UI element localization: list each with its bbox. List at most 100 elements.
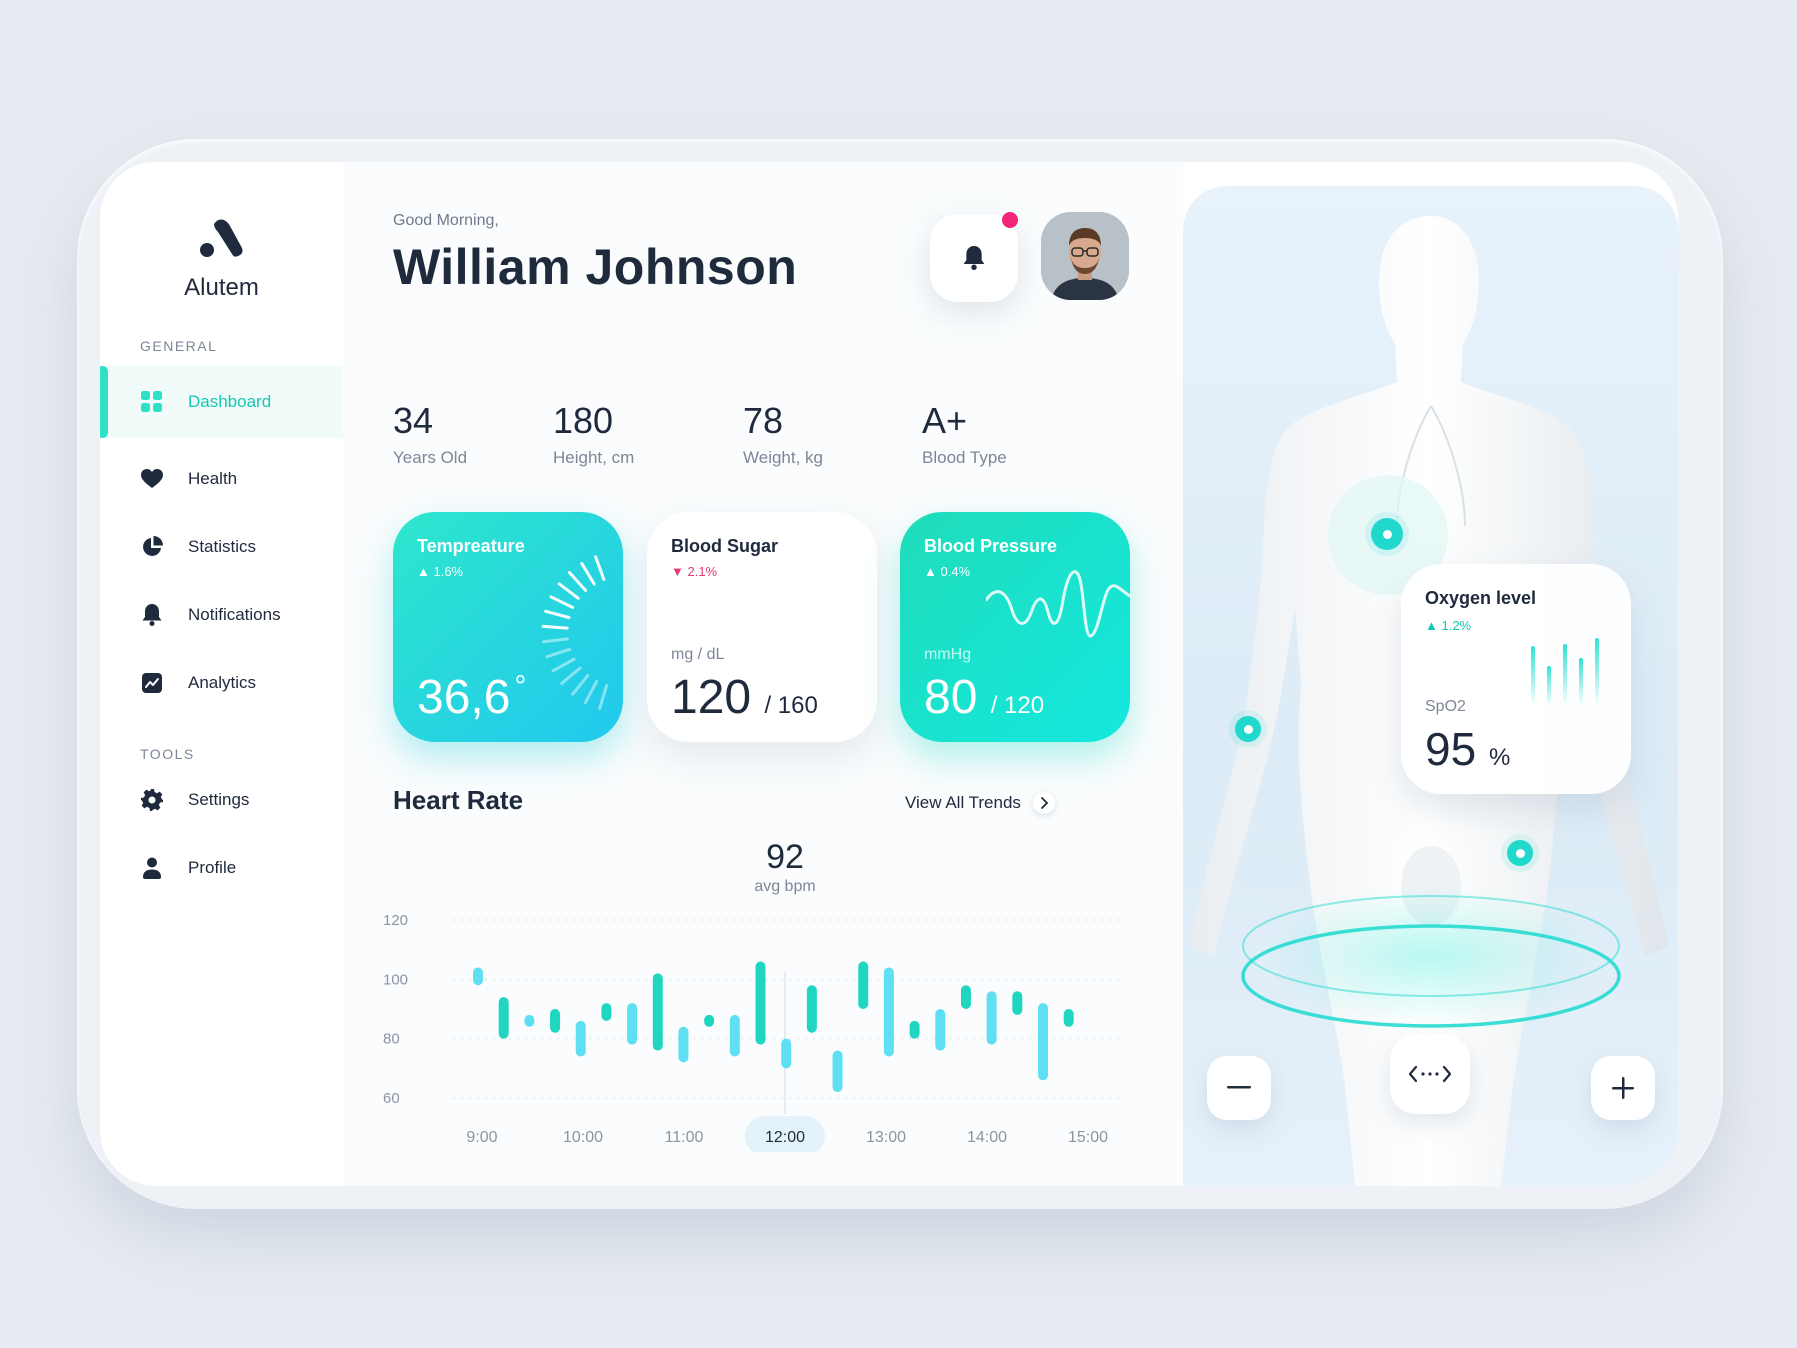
sidebar-item-label: Profile <box>188 858 237 877</box>
heart-rate-bar <box>652 973 663 1051</box>
heart-rate-chart: 120 100 80 60 9:00 10:00 11:00 12:00 13:00 14:00 1… <box>383 912 1123 1152</box>
trend-down-icon: ▼ <box>671 564 688 579</box>
bell-icon <box>963 246 985 270</box>
heart-rate-bar <box>909 1020 920 1039</box>
heart-rate-bar <box>1012 991 1023 1015</box>
card-title: Tempreature <box>417 536 525 556</box>
oxygen-mini-bars <box>1531 638 1599 706</box>
gauge-tick <box>594 555 606 581</box>
body-model-panel: Oxygen level ▲ 1.2% SpO2 95 % <box>1183 162 1678 1186</box>
temperature-card[interactable]: Tempreature ▲ 1.6% 36,6 ° <box>393 512 623 742</box>
sidebar-item-analytics[interactable]: Analytics <box>100 647 343 719</box>
x-tick-label: 9:00 <box>466 1129 497 1146</box>
body-marker-arm[interactable] <box>1235 716 1261 742</box>
body-marker-abdomen[interactable] <box>1507 840 1533 866</box>
heart-rate-bar <box>1063 1009 1074 1027</box>
degree-mark: ° <box>514 670 527 703</box>
heart-rate-bar <box>473 967 483 986</box>
oxygen-level-card[interactable]: Oxygen level ▲ 1.2% SpO2 95 % <box>1401 564 1631 794</box>
heart-icon <box>140 467 164 491</box>
stat-age: 34 Years Old <box>393 400 467 468</box>
blood-pressure-max: / 120 <box>990 692 1045 719</box>
avatar[interactable] <box>1041 212 1129 300</box>
stat-label: Years Old <box>393 448 468 467</box>
rotate-model-button[interactable] <box>1390 1034 1470 1114</box>
sidebar-item-dashboard[interactable]: Dashboard <box>100 366 343 438</box>
trend-value: 0.4% <box>940 564 971 579</box>
heart-rate-bar <box>601 1003 612 1021</box>
rotate-arrows-icon <box>1408 1065 1452 1083</box>
sidebar-item-label: Health <box>188 469 238 488</box>
alutem-logo-icon <box>200 219 243 257</box>
heart-rate-bar <box>858 961 869 1009</box>
sidebar-item-label: Settings <box>188 790 250 809</box>
sidebar-item-settings[interactable]: Settings <box>100 764 343 836</box>
x-tick-label: 10:00 <box>563 1129 603 1146</box>
sidebar-item-profile[interactable]: Profile <box>100 832 343 904</box>
body-marker-chest[interactable] <box>1371 518 1403 550</box>
heart-rate-title: Heart Rate <box>393 785 524 815</box>
trend-value: 1.2% <box>1441 618 1472 633</box>
card-value: 95 % <box>1425 722 1510 776</box>
y-tick-label: 80 <box>383 1031 400 1048</box>
trend-up-icon: ▲ <box>417 564 434 579</box>
sidebar: Alutem GENERAL Dashboard Health Statisti… <box>100 162 343 1186</box>
heart-rate-bar <box>960 985 971 1009</box>
gauge-tick <box>580 561 596 586</box>
grid-icon <box>140 390 164 414</box>
bell-icon <box>140 603 164 627</box>
sidebar-item-label: Notifications <box>188 605 281 624</box>
notifications-button[interactable] <box>930 214 1018 302</box>
card-unit: mmHg <box>924 646 972 663</box>
stat-weight: 78 Weight, kg <box>743 400 823 468</box>
heart-rate-bar <box>986 991 997 1045</box>
gauge-tick <box>542 637 569 644</box>
greeting-text: Good Morning, <box>393 212 499 229</box>
heart-rate-bar <box>550 1009 561 1033</box>
avg-bpm-value: 92 <box>766 838 804 876</box>
sidebar-item-statistics[interactable]: Statistics <box>100 511 343 583</box>
blood-sugar-card[interactable]: Blood Sugar ▼ 2.1% mg / dL 120 / 160 <box>647 512 877 742</box>
gauge-tick <box>544 609 571 620</box>
heart-rate-bar <box>781 1038 792 1069</box>
x-tick-label: 15:00 <box>1068 1129 1108 1146</box>
stat-blood-type: A+ Blood Type <box>922 400 1007 468</box>
notification-badge <box>1002 212 1018 228</box>
oxygen-value: 95 <box>1425 723 1477 775</box>
blood-pressure-card[interactable]: Blood Pressure ▲ 0.4% mmHg 80 / 120 <box>900 512 1130 742</box>
stat-height: 180 Height, cm <box>553 400 634 468</box>
y-tick-label: 120 <box>383 912 408 929</box>
card-trend: ▲ 0.4% <box>924 564 970 579</box>
sidebar-item-notifications[interactable]: Notifications <box>100 579 343 651</box>
view-all-trends-link[interactable]: View All Trends <box>905 792 1055 814</box>
card-value: 80 / 120 <box>924 670 1044 725</box>
brand-name: Alutem <box>184 274 259 301</box>
section-label-general: GENERAL <box>140 338 218 354</box>
heart-rate-bar <box>704 1014 715 1027</box>
zoom-out-button[interactable] <box>1207 1056 1271 1120</box>
y-tick-label: 60 <box>383 1090 400 1107</box>
minus-icon <box>1227 1086 1251 1089</box>
selected-time-pill[interactable] <box>745 1116 825 1152</box>
gauge-tick <box>549 595 575 609</box>
heart-rate-bar <box>627 1003 638 1045</box>
card-value: 36,6 ° <box>417 670 526 725</box>
gauge-tick <box>571 674 590 696</box>
sidebar-item-label: Dashboard <box>188 392 272 411</box>
blood-pressure-value: 80 <box>924 671 978 724</box>
stat-value: 180 <box>553 400 614 441</box>
temperature-gauge <box>541 555 609 711</box>
user-icon <box>140 856 164 880</box>
card-title: Oxygen level <box>1425 588 1537 608</box>
trend-value: 1.6% <box>433 564 464 579</box>
card-value: 120 / 160 <box>671 670 818 725</box>
x-tick-label: 11:00 <box>665 1129 704 1146</box>
heart-rate-bar <box>575 1020 586 1057</box>
sidebar-item-health[interactable]: Health <box>100 443 343 515</box>
x-tick-label: 14:00 <box>967 1129 1007 1146</box>
gauge-tick <box>557 582 580 600</box>
heart-rate-bar <box>883 967 894 1057</box>
x-tick-label[interactable]: 12:00 <box>765 1129 805 1146</box>
zoom-in-button[interactable] <box>1591 1056 1655 1120</box>
heart-rate-bar <box>498 997 509 1039</box>
